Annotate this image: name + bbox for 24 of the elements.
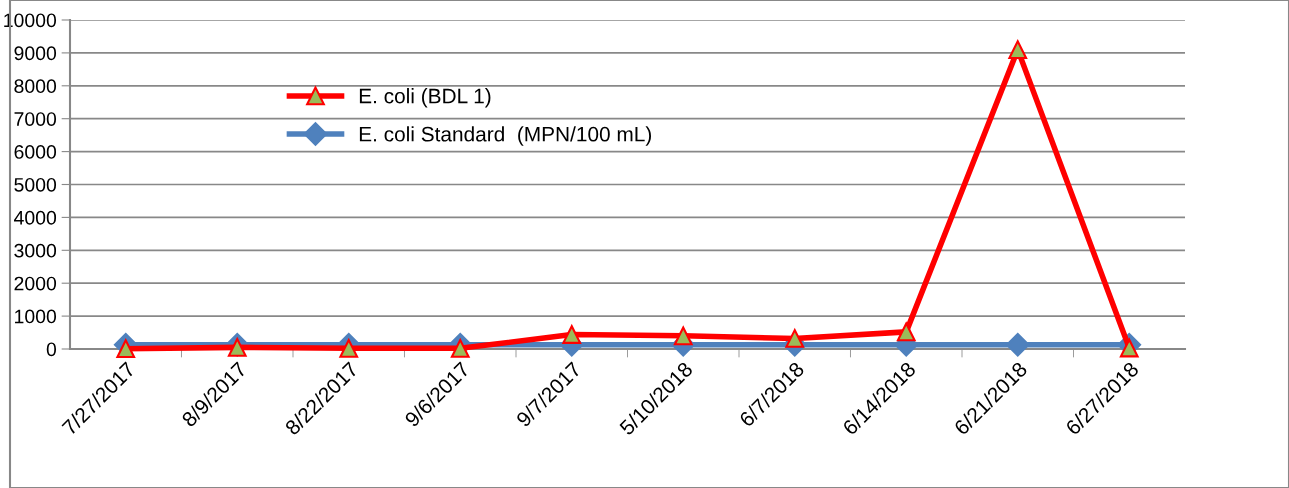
point [896,322,916,342]
point [1119,338,1139,358]
point [673,326,693,346]
y-tick-label: 1000 [15,309,57,324]
y-tick-label: 7000 [14,112,57,126]
y-tick-label: 4000 [14,210,57,225]
point [1008,40,1028,59]
point [450,338,470,358]
y-tick-label: 9000 [14,46,57,61]
y-tick-label: 3000 [14,243,57,258]
y-tick-label: 10000 [4,13,57,28]
point [562,325,582,344]
y-tick-label: 2000 [14,276,57,291]
legend-label: E. coli Standard (MPN/100 mL) [359,126,651,146]
point [785,329,805,348]
legend-label: E. coli (BDL 1) [359,88,491,108]
point [116,339,136,359]
point [339,338,359,358]
y-tick-label: 6000 [14,145,57,159]
point [227,337,247,357]
y-tick-label: 5000 [14,177,57,192]
y-tick-label: 0 [46,342,57,357]
point [1005,332,1030,357]
y-tick-label: 8000 [14,79,57,94]
